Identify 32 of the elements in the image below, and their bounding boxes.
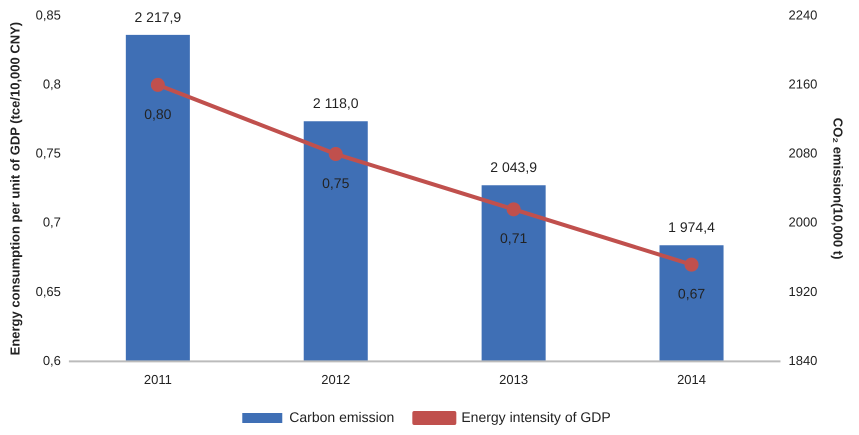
y-tick-label: 0,7: [42, 214, 61, 230]
y2-tick-label: 2240: [788, 7, 818, 22]
x-tick-label: 2012: [321, 372, 350, 387]
y-tick-label: 0,65: [36, 284, 61, 299]
y2-tick-label: 2160: [788, 76, 818, 92]
data-label: 2 043,9: [490, 159, 538, 176]
x-tick-label: 2013: [499, 372, 528, 387]
y-tick-label: 0,6: [42, 352, 61, 368]
point: [150, 78, 165, 92]
y2-tick-label: 1920: [788, 284, 818, 299]
y-tick-label: 0,8: [42, 76, 61, 92]
y2-tick-label: 1840: [788, 352, 818, 368]
x-tick-label: 2014: [677, 372, 706, 387]
data-label: 1 974,4: [668, 219, 716, 236]
data-label: 0,67: [678, 285, 706, 302]
y2-tick-label: 2080: [788, 146, 818, 161]
y2-axis-title: CO₂ emission(10,000 t): [830, 118, 846, 260]
legend-label: Energy intensity of GDP: [461, 408, 611, 425]
y2-tick-label: 2000: [788, 214, 818, 230]
data-label: 2 217,9: [134, 8, 182, 25]
data-label: 0,80: [144, 106, 172, 122]
y-axis-title: Energy consumption per unit of GDP (tce/10,000 CNY): [7, 22, 22, 356]
point: [506, 202, 521, 216]
point: [328, 147, 343, 162]
data-label: 2 118,0: [312, 95, 359, 112]
y-tick-label: 0,85: [36, 7, 61, 22]
legend-label: Carbon emission: [289, 408, 394, 425]
data-label: 0,75: [322, 174, 350, 191]
y-tick-label: 0,75: [36, 146, 61, 161]
point: [684, 258, 699, 272]
data-label: 0,71: [500, 230, 528, 246]
x-tick-label: 2011: [144, 372, 172, 387]
